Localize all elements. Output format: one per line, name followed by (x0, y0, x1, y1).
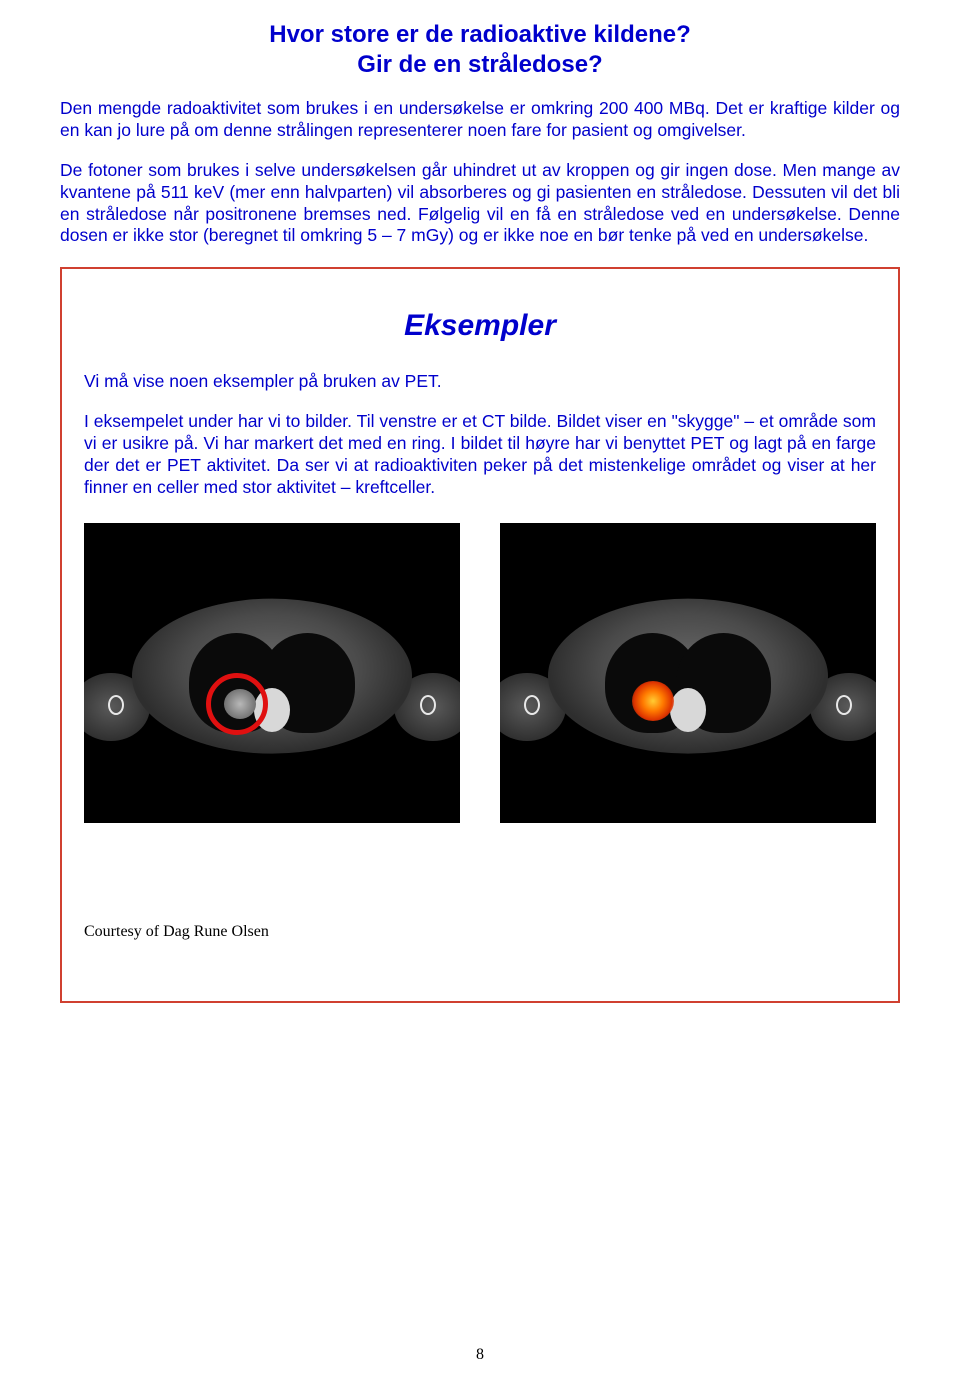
pet-scan-image (500, 523, 876, 823)
title-line-1: Hvor store er de radioaktive kildene? (269, 21, 691, 48)
pet-armbone-left (524, 695, 540, 715)
page-number: 8 (476, 1346, 484, 1364)
ct-scan-image (84, 523, 460, 823)
ct-armbone-left (108, 695, 124, 715)
example-paragraph-2: I eksempelet under har vi to bilder. Til… (84, 411, 876, 499)
example-title: Eksempler (84, 309, 876, 343)
pet-armbone-right (836, 695, 852, 715)
ct-marker-ring (206, 673, 268, 735)
paragraph-1: Den mengde radoaktivitet som brukes i en… (60, 98, 900, 142)
ct-armbone-right (420, 695, 436, 715)
pet-spine (670, 688, 706, 732)
pet-activity-glow (632, 681, 674, 721)
scan-image-row (84, 523, 876, 823)
image-credit: Courtesy of Dag Rune Olsen (84, 923, 876, 941)
paragraph-2: De fotoner som brukes i selve undersøkel… (60, 160, 900, 248)
example-paragraph-1: Vi må vise noen eksempler på bruken av P… (84, 371, 876, 393)
title-line-2: Gir de en stråledose? (357, 51, 602, 78)
example-box: Eksempler Vi må vise noen eksempler på b… (60, 267, 900, 1002)
page-title: Hvor store er de radioaktive kildene? Gi… (60, 20, 900, 80)
